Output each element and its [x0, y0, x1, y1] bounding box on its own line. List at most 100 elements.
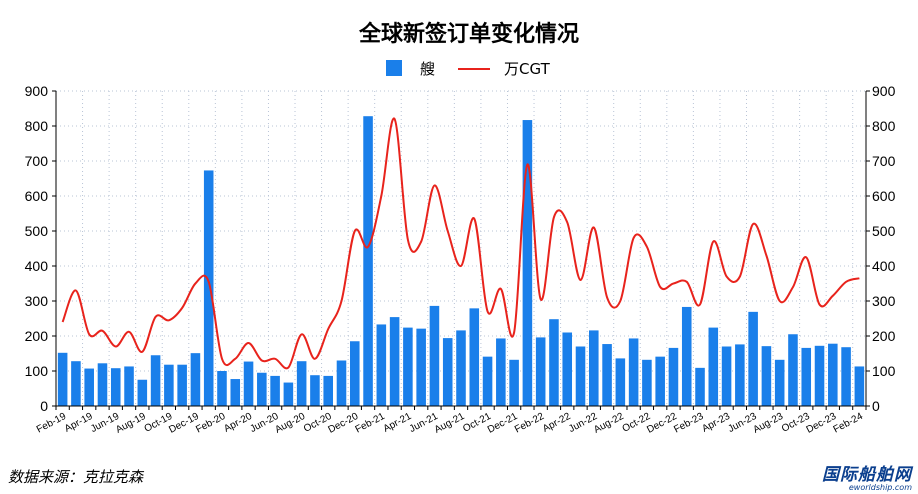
y2-tick-label: 300 — [872, 293, 896, 309]
y-axis-left-ticks: 0 100 200 300 400 500 600 700 800 900 — [25, 83, 56, 414]
bar — [137, 379, 148, 406]
bar — [575, 346, 586, 406]
y-tick-label: 300 — [25, 293, 49, 309]
y-tick-label: 0 — [40, 398, 48, 414]
bar — [695, 367, 705, 406]
bar — [243, 361, 254, 406]
watermark-logo: 国际船舶网 eworldship.com — [822, 460, 912, 492]
bar — [323, 375, 333, 406]
y2-tick-label: 800 — [872, 118, 896, 134]
y2-tick-label: 100 — [872, 363, 896, 379]
x-tick-label: Apr-19 — [63, 411, 95, 435]
bar — [150, 355, 161, 406]
x-tick-label: Dec-22 — [645, 411, 679, 436]
bar — [403, 327, 413, 406]
bar — [336, 360, 347, 406]
x-tick-label: Feb-22 — [513, 411, 547, 436]
bar — [456, 330, 466, 406]
y-tick-label: 200 — [25, 328, 49, 344]
bar — [57, 352, 68, 406]
bar — [814, 345, 825, 406]
x-axis-ticks: Feb-19Apr-19Jun-19Aug-19Oct-19Dec-19Feb-… — [35, 411, 865, 436]
bar — [854, 366, 865, 406]
x-tick-label: Feb-21 — [354, 411, 388, 436]
bar — [522, 120, 533, 407]
bar — [469, 308, 480, 406]
y-tick-label: 700 — [25, 153, 49, 169]
bar — [97, 363, 108, 406]
x-tick-label: Aug-19 — [114, 411, 148, 436]
bar — [628, 338, 639, 406]
legend-label-line: 万CGT — [504, 60, 551, 78]
bar — [257, 372, 267, 406]
bar — [190, 353, 201, 406]
bar — [363, 116, 373, 406]
x-tick-label: Feb-24 — [832, 411, 866, 436]
bar — [615, 358, 626, 406]
bar — [589, 330, 599, 406]
bar-series — [57, 116, 865, 407]
bar — [801, 347, 812, 406]
line-series — [61, 117, 860, 370]
y-tick-label: 400 — [25, 258, 49, 274]
y2-tick-label: 400 — [872, 258, 896, 274]
bar — [124, 366, 134, 406]
bar — [655, 356, 665, 406]
y-tick-label: 900 — [25, 83, 49, 99]
bar — [509, 359, 519, 406]
bar — [389, 317, 400, 406]
y-tick-label: 600 — [25, 188, 49, 204]
bar — [71, 361, 81, 406]
bar — [164, 364, 174, 406]
bar — [442, 338, 453, 406]
source-note: 数据来源：克拉克森 — [8, 468, 144, 486]
x-tick-label: Aug-21 — [433, 411, 467, 436]
axes — [55, 91, 867, 410]
watermark-main: 国际船舶网 — [822, 465, 912, 485]
legend-swatch-bars — [386, 60, 402, 76]
bar — [416, 328, 426, 406]
x-tick-label: Aug-20 — [273, 411, 307, 436]
bar — [376, 324, 387, 406]
bar — [429, 305, 440, 406]
y-axis-right-ticks: 0 100 200 300 400 500 600 700 800 900 — [866, 83, 896, 414]
bar — [110, 368, 121, 406]
bar — [841, 347, 851, 406]
bar — [270, 375, 280, 406]
bar — [496, 338, 506, 406]
bar — [721, 346, 732, 406]
bar — [283, 382, 294, 406]
x-tick-label: Apr-21 — [382, 411, 414, 435]
x-tick-label: Apr-22 — [541, 411, 573, 435]
y2-tick-label: 700 — [872, 153, 896, 169]
bar — [668, 347, 679, 406]
y2-tick-label: 200 — [872, 328, 896, 344]
bar — [482, 356, 493, 406]
bar — [748, 311, 758, 406]
bar — [735, 344, 745, 406]
bar — [681, 306, 692, 406]
bar — [230, 379, 241, 406]
bar — [788, 334, 798, 406]
y2-tick-label: 500 — [872, 223, 896, 239]
x-tick-label: Feb-19 — [35, 411, 69, 436]
bar — [602, 344, 612, 406]
x-tick-label: Aug-22 — [592, 411, 626, 436]
bar — [535, 337, 546, 406]
x-tick-label: Dec-20 — [327, 411, 361, 436]
x-tick-label: Apr-20 — [222, 411, 254, 435]
x-tick-label: Feb-20 — [194, 411, 228, 436]
bar — [217, 371, 227, 406]
x-tick-label: Apr-23 — [700, 411, 732, 435]
y2-tick-label: 0 — [872, 398, 880, 414]
bar — [203, 170, 214, 406]
bar — [296, 361, 307, 406]
x-tick-label: Dec-19 — [167, 411, 201, 436]
bar — [349, 341, 360, 406]
x-tick-label: Dec-23 — [805, 411, 839, 436]
watermark-sub: eworldship.com — [848, 483, 912, 492]
bar — [549, 319, 559, 406]
y-tick-label: 100 — [25, 363, 49, 379]
x-tick-label: Dec-21 — [486, 411, 520, 436]
